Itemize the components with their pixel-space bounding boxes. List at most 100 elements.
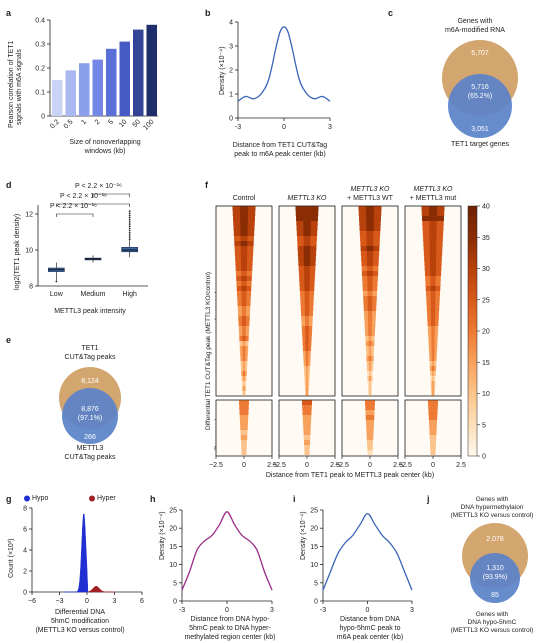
panel-f-heat-cell bbox=[240, 216, 248, 221]
panel-f-xtick-label: 2.5 bbox=[393, 462, 403, 469]
panel-f-heat-cell bbox=[432, 376, 434, 381]
panel-f-heat-cell bbox=[242, 351, 246, 356]
panel-f-heat-cell bbox=[365, 405, 375, 410]
panel-f-heat-cell bbox=[303, 435, 311, 440]
panel-f-heat-cell bbox=[240, 261, 248, 266]
panel-h-xtick-label: 0 bbox=[225, 607, 229, 614]
panel-f-heat-cell bbox=[242, 331, 246, 336]
panel-f-heat-cell bbox=[430, 445, 436, 450]
panel-f-heat-cell bbox=[242, 366, 246, 371]
panel-f-heat-cell bbox=[303, 216, 311, 221]
panel-f-heat-cell bbox=[368, 321, 372, 326]
panel-f-heat-cell bbox=[367, 311, 373, 316]
panel-f-heat-cell bbox=[429, 231, 437, 236]
panel-i-xlabel-2: hypo-5hmC peak to bbox=[339, 625, 401, 632]
panel-f-heat-cell bbox=[306, 381, 308, 386]
panel-f-heat-cell bbox=[365, 410, 375, 415]
panel-f-heat-cell bbox=[241, 450, 247, 455]
panel-a-xtick-label: 0.5 bbox=[63, 119, 75, 131]
panel-f-xtick-label: 2.5 bbox=[267, 462, 277, 469]
panel-e-overlap-count: 8,876 bbox=[81, 406, 99, 413]
panel-f-heat-cell bbox=[429, 256, 437, 261]
panel-c-venn bbox=[442, 40, 518, 138]
panel-f-heat-cell bbox=[367, 306, 373, 311]
panel-f-heat-cell bbox=[367, 296, 373, 301]
panel-i-ytick-label: 5 bbox=[314, 580, 318, 587]
panel-a-bar bbox=[133, 29, 144, 117]
panel-letter-a: a bbox=[6, 8, 12, 18]
panel-f-heat-cell bbox=[304, 445, 310, 450]
panel-f-heat-cell bbox=[304, 266, 310, 271]
panel-f-heat-cell bbox=[365, 400, 375, 405]
panel-d-outlier bbox=[128, 229, 131, 232]
panel-f-heat-cell bbox=[303, 211, 311, 216]
panel-g-xtick-label: 0 bbox=[85, 598, 89, 605]
panel-f-heat-cell bbox=[242, 326, 246, 331]
panel-f-heat-cell bbox=[239, 415, 249, 420]
panel-i-xtick-label: 3 bbox=[410, 607, 414, 614]
panel-e-venn bbox=[59, 367, 121, 444]
panel-f-xtick-label: −2.5 bbox=[398, 462, 412, 469]
panel-h-xlabel-1: Distance from DNA hypo- bbox=[190, 616, 270, 623]
panel-f-heat-cell bbox=[240, 430, 248, 435]
panel-f-heat-cell bbox=[432, 371, 434, 376]
panel-f-heat-cell bbox=[304, 440, 310, 445]
panel-d-bracket bbox=[56, 213, 94, 217]
panel-f-heatmap-border bbox=[215, 205, 273, 397]
panel-b-ytick-label: 2 bbox=[229, 68, 233, 75]
panel-i-ytick-label: 20 bbox=[310, 526, 318, 533]
panel-f-heat-cell bbox=[367, 276, 373, 281]
panel-f-xtick-label: 2.5 bbox=[456, 462, 466, 469]
panel-f-xtick-label: 2.5 bbox=[330, 462, 340, 469]
panel-g-legend-hyper: Hyper bbox=[97, 495, 116, 502]
panel-f-heat-cell bbox=[304, 291, 310, 296]
panel-f-heat-cell bbox=[305, 361, 309, 366]
panel-f-heat-cell bbox=[302, 206, 312, 211]
panel-a-xlabel-2: windows (kb) bbox=[84, 148, 126, 155]
panel-d-bracket bbox=[92, 193, 130, 197]
panel-f-heat-cell bbox=[365, 415, 375, 420]
panel-f-xtick-label: 0 bbox=[431, 462, 435, 469]
panel-f-heat-cell bbox=[367, 271, 373, 276]
panel-d-outlier bbox=[128, 210, 131, 213]
panel-f-colorbar-label: 35 bbox=[482, 235, 490, 242]
panel-i-ytick-label: 25 bbox=[310, 508, 318, 515]
panel-f-heat-cell bbox=[429, 216, 437, 221]
panel-f-heat-cell bbox=[368, 336, 372, 341]
panel-f-heat-cell bbox=[368, 361, 372, 366]
panel-f-heat-cell bbox=[429, 241, 437, 246]
panel-f-heat-cell bbox=[367, 266, 373, 271]
panel-j-bottom-3: (METTL3 KO versus control) bbox=[450, 627, 534, 634]
panel-a-ytick-label: 0.2 bbox=[35, 66, 45, 73]
panel-f-heat-cell bbox=[369, 381, 371, 386]
panel-f-heat-cell bbox=[367, 291, 373, 296]
panel-a-bar bbox=[106, 48, 117, 116]
panel-j-top-count: 2,078 bbox=[486, 536, 504, 543]
panel-f-heat-cell bbox=[240, 425, 248, 430]
panel-f-xtick-label: 0 bbox=[242, 462, 246, 469]
panel-j-bottom-count: 85 bbox=[491, 592, 499, 599]
panel-d-bracket bbox=[56, 203, 130, 207]
panel-f-heat-cell bbox=[242, 321, 246, 326]
panel-f-heat-cell bbox=[430, 311, 436, 316]
panel-e-bottom-2: CUT&Tag peaks bbox=[64, 454, 116, 461]
panel-f-heat-cell bbox=[304, 306, 310, 311]
panel-a-bar-chart: 00.10.20.30.40.2 0.5 1 2 5 10 50 100 bbox=[35, 18, 158, 132]
panel-f-heat-cell bbox=[303, 236, 311, 241]
panel-f-col2-title: METTL3 KO bbox=[287, 195, 327, 202]
panel-f-heat-cell bbox=[240, 251, 248, 256]
panel-f-col3-title-1: METTL3 KO bbox=[350, 186, 390, 193]
panel-f-heat-cell bbox=[430, 271, 436, 276]
panel-f-heat-cell bbox=[242, 341, 246, 346]
panel-d-outlier bbox=[128, 212, 131, 215]
panel-e-bottom-1: METTL3 bbox=[76, 445, 104, 452]
panel-d-xlabel: METTL3 peak intensity bbox=[54, 308, 126, 315]
panel-b-xlabel-1: Distance from TET1 CUT&Tag bbox=[232, 142, 328, 149]
panel-f-heat-cell bbox=[366, 425, 374, 430]
panel-a-bar bbox=[92, 59, 103, 116]
panel-f-heatmap-border bbox=[341, 205, 399, 397]
panel-f-xtick-label: 0 bbox=[305, 462, 309, 469]
panel-f-heat-cell bbox=[367, 450, 373, 455]
panel-f-heat-cell bbox=[366, 236, 374, 241]
panel-f-heat-cell bbox=[428, 405, 438, 410]
